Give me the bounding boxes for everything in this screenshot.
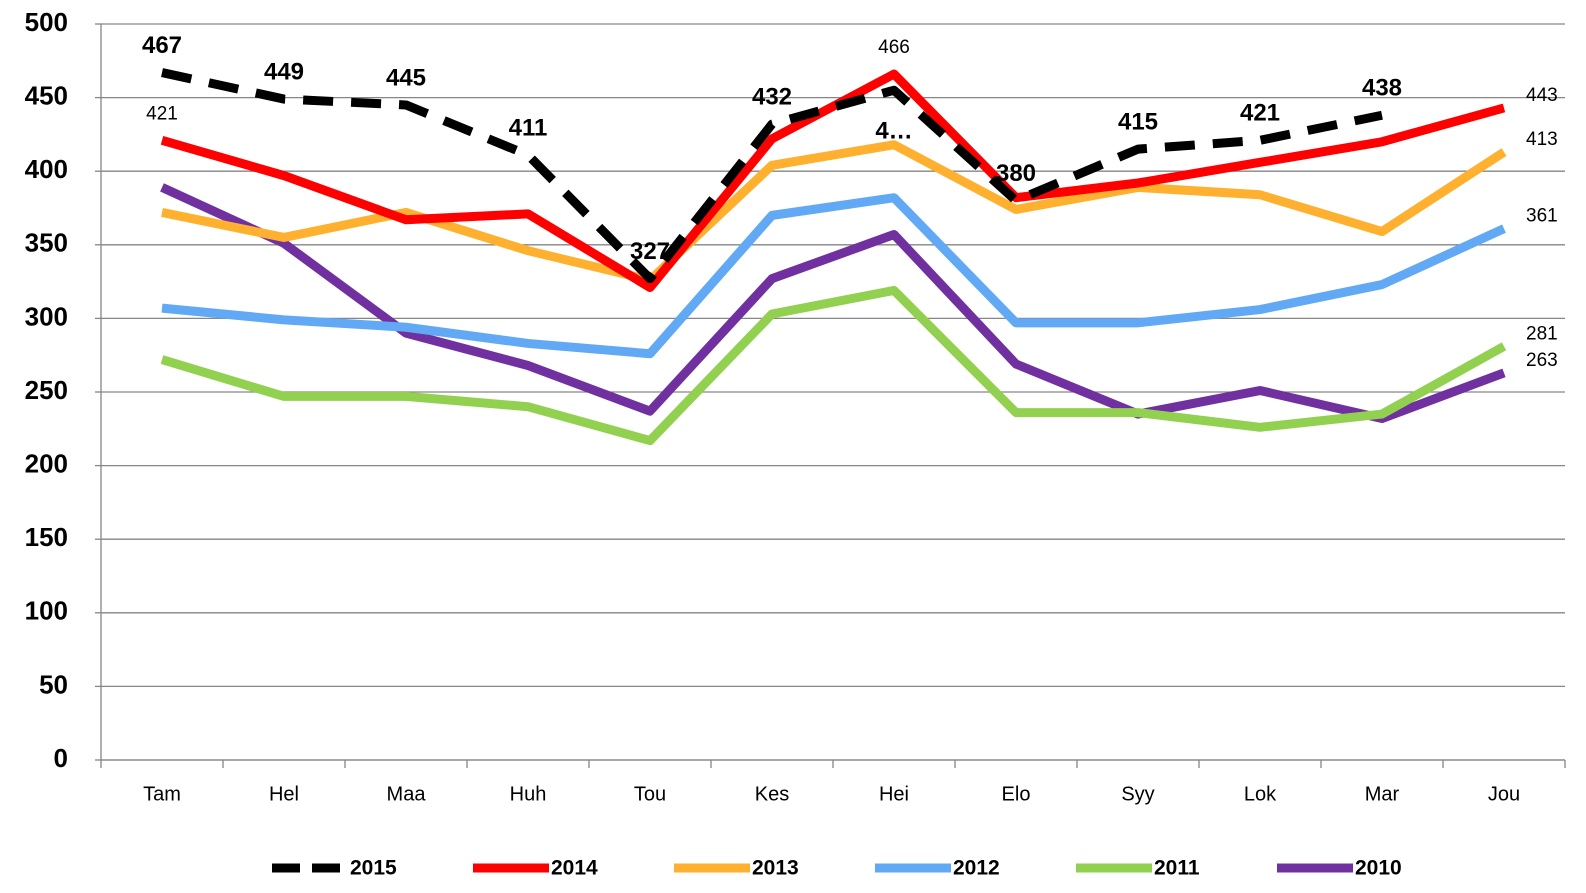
data-label: 263 [1526, 350, 1558, 371]
x-tick-label: Mar [1365, 783, 1400, 805]
y-tick-label: 150 [25, 522, 68, 552]
series-line [161, 193, 1506, 359]
x-tick-label: Elo [1002, 783, 1031, 805]
x-tick-label: Maa [387, 783, 427, 805]
data-label: 413 [1526, 129, 1558, 150]
legend-label: 2010 [1355, 857, 1402, 880]
data-label: 411 [509, 114, 548, 141]
series-line [160, 183, 1506, 423]
y-tick-label: 50 [39, 669, 68, 699]
x-tick-label: Lok [1244, 783, 1277, 805]
y-tick-label: 300 [25, 301, 68, 331]
data-label: 438 [1362, 75, 1402, 102]
data-label: 380 [996, 160, 1036, 187]
legend-label: 2015 [350, 857, 397, 880]
data-label: 421 [146, 103, 178, 124]
legend-label: 2012 [953, 857, 1000, 880]
y-tick-label: 100 [25, 596, 68, 626]
data-label: 443 [1526, 85, 1558, 106]
x-tick-label: Syy [1121, 783, 1154, 805]
data-label: 421 [1240, 100, 1280, 127]
y-tick-label: 450 [25, 80, 68, 110]
x-tick-label: Kes [755, 783, 789, 805]
data-label: 4… [875, 118, 912, 145]
y-tick-label: 0 [54, 743, 68, 773]
data-label: 281 [1526, 323, 1558, 344]
data-label: 467 [142, 32, 182, 59]
x-tick-label: Jou [1488, 783, 1520, 805]
y-tick-label: 200 [25, 448, 68, 478]
y-tick-label: 500 [25, 7, 68, 37]
x-tick-label: Huh [510, 783, 547, 805]
legend-label: 2013 [752, 857, 799, 880]
legend-label: 2014 [551, 857, 598, 880]
x-tick-label: Hei [879, 783, 909, 805]
data-label: 361 [1526, 206, 1558, 227]
y-tick-label: 350 [25, 228, 68, 258]
data-label: 327 [630, 238, 670, 265]
y-tick-label: 400 [25, 154, 68, 184]
data-label: 415 [1118, 108, 1158, 135]
x-tick-label: Tou [634, 783, 666, 805]
data-label: 432 [752, 83, 792, 110]
series-line [161, 68, 1383, 284]
x-tick-label: Hel [269, 783, 299, 805]
x-tick-label: Tam [143, 783, 181, 805]
data-label: 466 [878, 37, 910, 58]
data-label: 445 [386, 64, 426, 91]
series-line [160, 69, 1506, 292]
y-tick-label: 250 [25, 375, 68, 405]
series-line [160, 285, 1507, 446]
data-label: 449 [264, 58, 304, 85]
legend-label: 2011 [1154, 857, 1200, 880]
